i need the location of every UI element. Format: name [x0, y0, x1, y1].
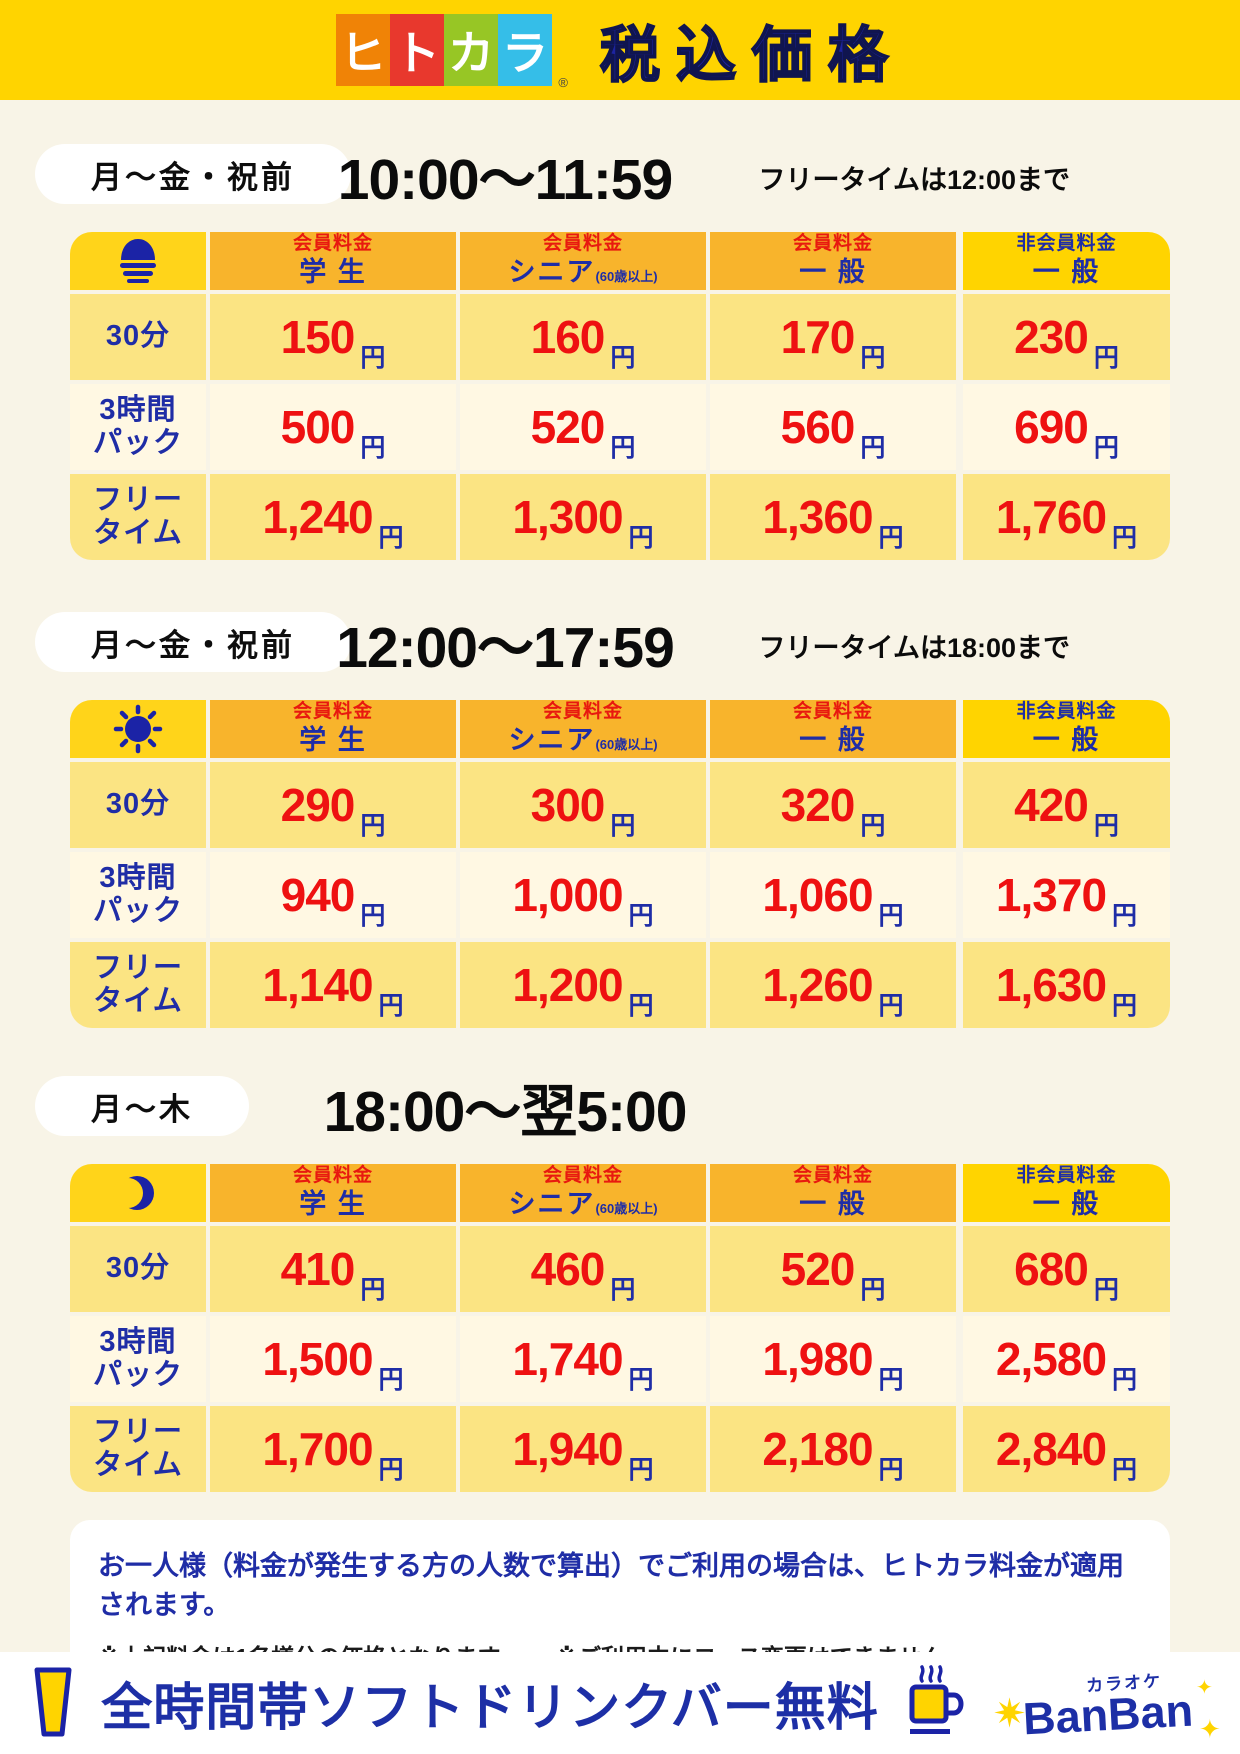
column-header-member-general: 会員料金 一 般 [710, 700, 956, 758]
day-label: 月〜金・祝前 [91, 159, 295, 195]
logo-tile: ヒ [336, 14, 390, 86]
price-cell: 520 円 [710, 1226, 956, 1312]
column-header-member-general: 会員料金 一 般 [710, 1164, 956, 1222]
drink-glass-icon [31, 1662, 75, 1745]
banban-logo: ✷ カラオケ BanBan ✦ ✦ [993, 1669, 1221, 1744]
logo-tile: ト [390, 14, 444, 86]
row-label: 30分 [70, 762, 206, 848]
price-cell: 1,000 円 [460, 852, 706, 938]
section-header-2: 月〜金・祝前 12:00〜17:59 フリータイムは18:00まで [0, 612, 1240, 680]
row-label: フリー タイム [70, 1406, 206, 1492]
price-cell: 2,840 円 [963, 1406, 1170, 1492]
price-cell: 410 円 [210, 1226, 456, 1312]
day-pill: 月〜金・祝前 [35, 612, 351, 672]
price-cell: 520 円 [460, 384, 706, 470]
price-cell: 1,060 円 [710, 852, 956, 938]
row-label: 3時間 パック [70, 1316, 206, 1402]
banban-wordmark: BanBan [1021, 1684, 1194, 1745]
column-header-member-student: 会員料金 学 生 [210, 700, 456, 758]
column-header-member-senior: 会員料金 シニア(60歳以上) [460, 232, 706, 290]
price-cell: 160 円 [460, 294, 706, 380]
price-cell: 1,360 円 [710, 474, 956, 560]
sunrise-icon [70, 232, 206, 290]
day-label: 月〜木 [91, 1091, 193, 1127]
price-cell: 1,740 円 [460, 1316, 706, 1402]
star-icon: ✦ [1195, 1677, 1213, 1700]
price-cell: 1,500 円 [210, 1316, 456, 1402]
price-cell: 170 円 [710, 294, 956, 380]
day-label: 月〜金・祝前 [91, 627, 295, 663]
price-cell: 1,630 円 [963, 942, 1170, 1028]
page-title: 税込価格 [599, 21, 904, 90]
column-header-nonmember-general: 非会員料金 一 般 [963, 700, 1170, 758]
price-cell: 940 円 [210, 852, 456, 938]
logo-tile: ラ [498, 14, 552, 86]
logo-tile: カ [444, 14, 498, 86]
row-label: フリー タイム [70, 942, 206, 1028]
price-cell: 560 円 [710, 384, 956, 470]
price-cell: 1,760 円 [963, 474, 1170, 560]
price-table-morning: 会員料金 学 生 会員料金 シニア(60歳以上) 会員料金 一 般 非会員料金 … [70, 232, 1170, 560]
freetime-note: フリータイムは12:00まで [758, 164, 1070, 195]
column-header-member-senior: 会員料金 シニア(60歳以上) [460, 700, 706, 758]
hot-drink-icon [905, 1663, 967, 1744]
price-cell: 1,940 円 [460, 1406, 706, 1492]
price-cell: 1,200 円 [460, 942, 706, 1028]
section-header-1: 月〜金・祝前 10:00〜11:59 フリータイムは12:00まで [0, 144, 1240, 212]
hitokara-logo: ヒ ト カ ラ ® [336, 14, 568, 90]
price-cell: 2,580 円 [963, 1316, 1170, 1402]
column-header-member-senior: 会員料金 シニア(60歳以上) [460, 1164, 706, 1222]
price-cell: 300 円 [460, 762, 706, 848]
price-cell: 1,980 円 [710, 1316, 956, 1402]
price-cell: 680 円 [963, 1226, 1170, 1312]
price-cell: 690 円 [963, 384, 1170, 470]
price-cell: 150 円 [210, 294, 456, 380]
price-cell: 290 円 [210, 762, 456, 848]
drink-bar-message: 全時間帯ソフトドリンクバー無料 [101, 1679, 879, 1736]
column-header-member-student: 会員料金 学 生 [210, 1164, 456, 1222]
registered-mark: ® [558, 75, 568, 90]
price-cell: 460 円 [460, 1226, 706, 1312]
footer-banner: 全時間帯ソフトドリンクバー無料 ✷ カラオケ BanBan ✦ ✦ [0, 1652, 1240, 1754]
time-range: 10:00〜11:59 [337, 148, 673, 212]
row-label: 3時間 パック [70, 384, 206, 470]
section-header-3: 月〜木 18:00〜翌5:00 [0, 1076, 1240, 1144]
row-label: 3時間 パック [70, 852, 206, 938]
price-cell: 1,260 円 [710, 942, 956, 1028]
row-label: 30分 [70, 1226, 206, 1312]
sun-icon [70, 700, 206, 758]
freetime-note: フリータイムは18:00まで [758, 632, 1070, 663]
time-range: 18:00〜翌5:00 [323, 1080, 688, 1144]
day-pill: 月〜金・祝前 [35, 144, 351, 204]
column-header-nonmember-general: 非会員料金 一 般 [963, 232, 1170, 290]
price-table-night: 会員料金 学 生 会員料金 シニア(60歳以上) 会員料金 一 般 非会員料金 … [70, 1164, 1170, 1492]
price-cell: 500 円 [210, 384, 456, 470]
usage-note-main: お一人様（料金が発生する方の人数で算出）でご利用の場合は、ヒトカラ料金が適用され… [98, 1551, 1124, 1620]
price-cell: 1,240 円 [210, 474, 456, 560]
price-cell: 1,300 円 [460, 474, 706, 560]
column-header-member-general: 会員料金 一 般 [710, 232, 956, 290]
moon-icon [70, 1164, 206, 1222]
price-cell: 1,700 円 [210, 1406, 456, 1492]
price-table-daytime: 会員料金 学 生 会員料金 シニア(60歳以上) 会員料金 一 般 非会員料金 … [70, 700, 1170, 1028]
top-banner: ヒ ト カ ラ ® 税込価格 [0, 0, 1240, 100]
day-pill: 月〜木 [35, 1076, 249, 1136]
row-label: 30分 [70, 294, 206, 380]
price-cell: 320 円 [710, 762, 956, 848]
column-header-member-student: 会員料金 学 生 [210, 232, 456, 290]
star-icon: ✷ [992, 1692, 1027, 1737]
time-range: 12:00〜17:59 [336, 616, 675, 680]
column-header-nonmember-general: 非会員料金 一 般 [963, 1164, 1170, 1222]
price-cell: 420 円 [963, 762, 1170, 848]
row-label: フリー タイム [70, 474, 206, 560]
price-cell: 1,370 円 [963, 852, 1170, 938]
price-cell: 2,180 円 [710, 1406, 956, 1492]
price-cell: 1,140 円 [210, 942, 456, 1028]
star-icon: ✦ [1198, 1713, 1221, 1744]
price-cell: 230 円 [963, 294, 1170, 380]
